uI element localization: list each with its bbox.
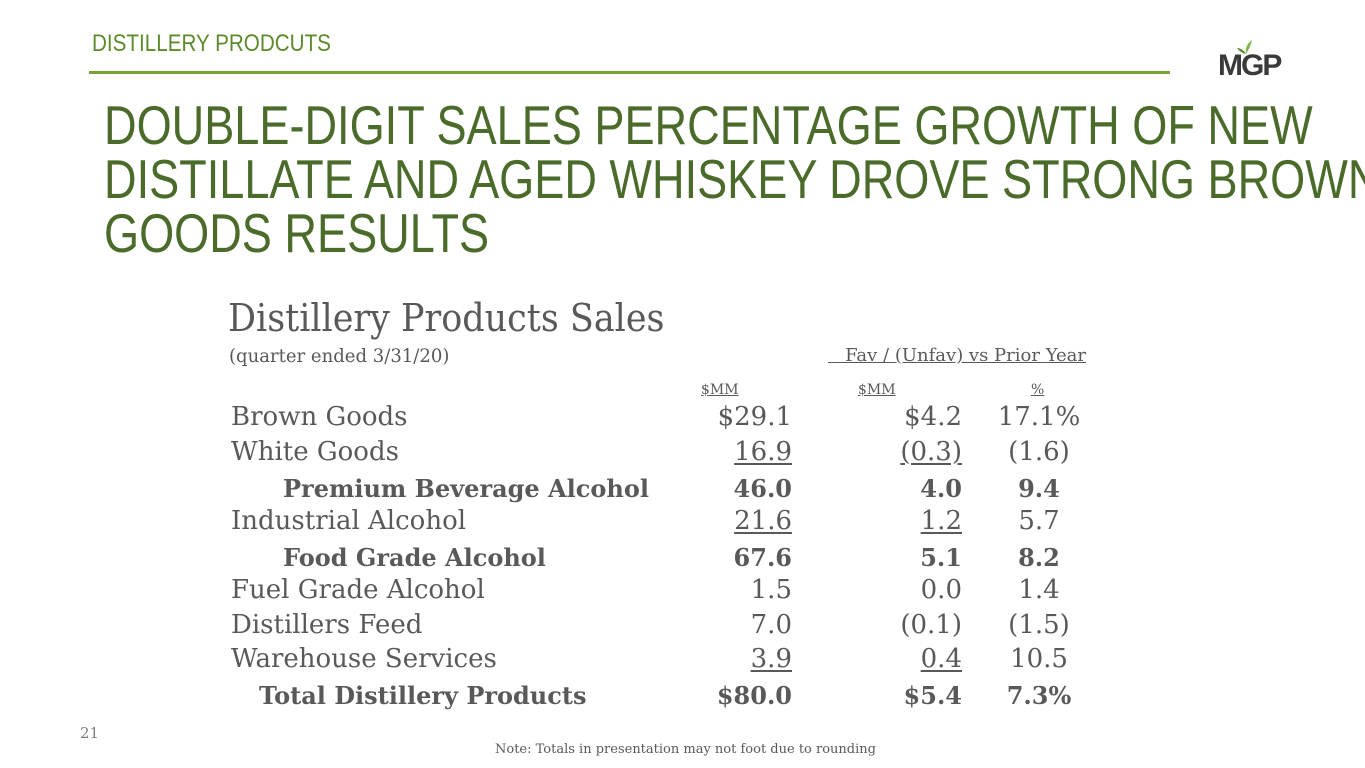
column-header-variance-pct: %: [1031, 382, 1045, 398]
variance-percent: (1.5): [1008, 610, 1070, 640]
sales-value: 3.9: [750, 644, 792, 674]
section-label: DISTILLERY PRODCUTS: [92, 30, 331, 57]
table-row: Brown Goods $29.1 $4.2 17.1%: [0, 402, 1365, 436]
row-label: Fuel Grade Alcohol: [231, 575, 485, 605]
variance-value: 5.1: [920, 543, 962, 572]
table-row: Industrial Alcohol 21.6 1.2 5.7: [0, 506, 1365, 540]
variance-percent: 10.5: [1010, 644, 1068, 674]
row-label: Warehouse Services: [231, 644, 497, 674]
variance-percent: 5.7: [1018, 506, 1060, 536]
page-number: 21: [80, 724, 100, 742]
table-row: Food Grade Alcohol 67.6 5.1 8.2: [0, 541, 1365, 575]
column-header-sales-mm: $MM: [701, 382, 739, 398]
variance-value: $5.4: [903, 681, 962, 710]
sales-value: 21.6: [734, 506, 792, 536]
row-label: White Goods: [231, 437, 399, 467]
variance-value: 1.2: [920, 506, 962, 536]
table-subtitle: (quarter ended 3/31/20): [229, 345, 450, 367]
sales-value: $29.1: [717, 402, 792, 432]
sales-value: 46.0: [733, 474, 792, 503]
table-row: Fuel Grade Alcohol 1.5 0.0 1.4: [0, 575, 1365, 609]
headline-line: DOUBLE-DIGIT SALES PERCENTAGE GROWTH OF …: [104, 94, 1313, 156]
variance-value: (0.3): [900, 437, 962, 467]
header-divider: [89, 71, 1170, 74]
variance-value: (0.1): [900, 610, 962, 640]
variance-value: $4.2: [904, 402, 962, 432]
footnote: Note: Totals in presentation may not foo…: [495, 742, 876, 757]
sales-value: 16.9: [734, 437, 792, 467]
variance-value: 0.4: [920, 644, 962, 674]
logo-text: MGP: [1218, 49, 1282, 82]
sales-value: $80.0: [716, 681, 792, 710]
leaf-icon: [1237, 40, 1252, 54]
row-label: Distillers Feed: [231, 610, 423, 640]
headline-line: GOODS RESULTS: [104, 202, 490, 264]
row-label: Brown Goods: [231, 402, 408, 432]
sales-value: 7.0: [750, 610, 792, 640]
variance-header: Fav / (Unfav) vs Prior Year: [828, 345, 1087, 366]
variance-percent: 17.1%: [997, 402, 1081, 432]
slide-headline: DOUBLE-DIGIT SALES PERCENTAGE GROWTH OF …: [104, 94, 1365, 264]
company-logo: MGP: [1214, 36, 1304, 86]
headline-line: DISTILLATE AND AGED WHISKEY DROVE STRONG…: [104, 148, 1365, 210]
row-label: Food Grade Alcohol: [283, 543, 546, 572]
variance-percent: 1.4: [1018, 575, 1060, 605]
table-row: Warehouse Services 3.9 0.4 10.5: [0, 644, 1365, 678]
sales-value: 1.5: [750, 575, 792, 605]
row-label: Total Distillery Products: [259, 681, 587, 710]
variance-percent: 9.4: [1018, 474, 1060, 503]
variance-percent: (1.6): [1008, 437, 1070, 467]
table-row: White Goods 16.9 (0.3) (1.6): [0, 437, 1365, 471]
table-row: Premium Beverage Alcohol 46.0 4.0 9.4: [0, 472, 1365, 506]
table-row-total: Total Distillery Products $80.0 $5.4 7.3…: [0, 679, 1365, 713]
sales-value: 67.6: [733, 543, 792, 572]
variance-value: 4.0: [920, 474, 962, 503]
column-header-variance-mm: $MM: [858, 382, 896, 398]
table-row: Distillers Feed 7.0 (0.1) (1.5): [0, 610, 1365, 644]
row-label: Premium Beverage Alcohol: [283, 474, 649, 503]
variance-value: 0.0: [920, 575, 962, 605]
variance-percent: 8.2: [1018, 543, 1060, 572]
row-label: Industrial Alcohol: [231, 506, 467, 536]
variance-percent: 7.3%: [1006, 681, 1072, 710]
table-title: Distillery Products Sales: [228, 296, 665, 340]
